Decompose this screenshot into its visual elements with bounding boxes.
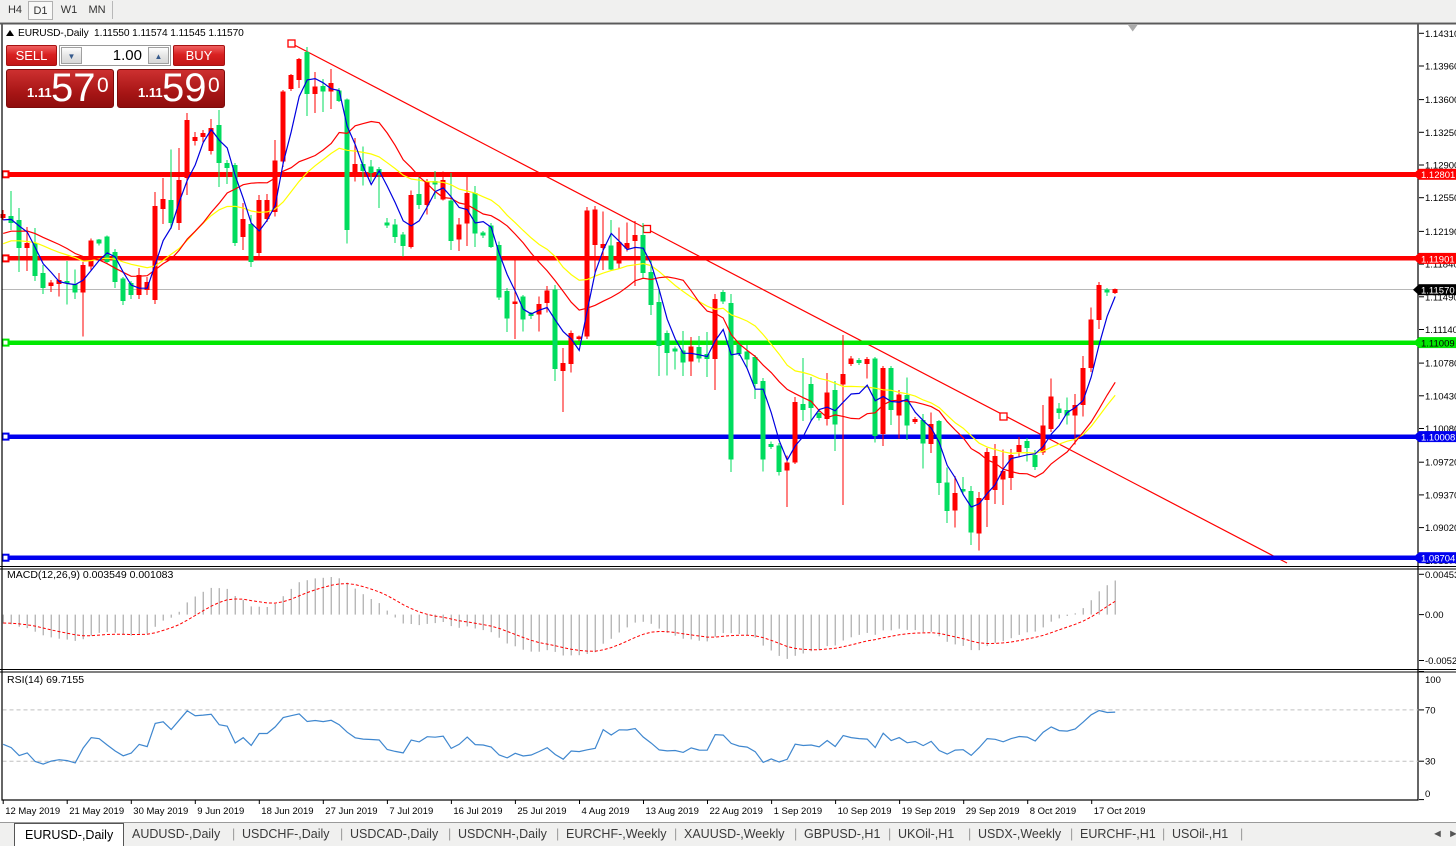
svg-text:0: 0 <box>1425 789 1430 800</box>
svg-text:1.12550: 1.12550 <box>1425 193 1456 204</box>
svg-text:1.09720: 1.09720 <box>1425 458 1456 469</box>
svg-text:1.10080: 1.10080 <box>1425 424 1456 435</box>
svg-text:9 Jun 2019: 9 Jun 2019 <box>197 806 244 817</box>
svg-text:0.00453: 0.00453 <box>1425 570 1456 581</box>
svg-text:7 Jul 2019: 7 Jul 2019 <box>389 806 433 817</box>
svg-text:19 Sep 2019: 19 Sep 2019 <box>902 806 956 817</box>
svg-text:12 May 2019: 12 May 2019 <box>5 806 60 817</box>
svg-text:1.09020: 1.09020 <box>1425 523 1456 534</box>
svg-text:1.13600: 1.13600 <box>1425 95 1456 106</box>
svg-text:1.11901: 1.11901 <box>1421 254 1455 265</box>
svg-text:-0.00520: -0.00520 <box>1425 656 1456 667</box>
svg-text:1.10008: 1.10008 <box>1421 433 1455 444</box>
svg-text:1.10430: 1.10430 <box>1425 391 1456 402</box>
svg-text:21 May 2019: 21 May 2019 <box>69 806 124 817</box>
svg-text:1.12190: 1.12190 <box>1425 227 1456 238</box>
svg-text:1.08704: 1.08704 <box>1421 554 1455 565</box>
svg-text:30: 30 <box>1425 757 1436 768</box>
svg-text:1.12801: 1.12801 <box>1421 170 1455 181</box>
svg-text:1.11840: 1.11840 <box>1425 260 1456 271</box>
svg-text:17 Oct 2019: 17 Oct 2019 <box>1094 806 1146 817</box>
svg-text:29 Sep 2019: 29 Sep 2019 <box>966 806 1020 817</box>
svg-text:10 Sep 2019: 10 Sep 2019 <box>838 806 892 817</box>
svg-text:1.11140: 1.11140 <box>1425 325 1456 336</box>
svg-text:8 Oct 2019: 8 Oct 2019 <box>1030 806 1076 817</box>
svg-text:1.11009: 1.11009 <box>1421 339 1455 350</box>
svg-text:27 Jun 2019: 27 Jun 2019 <box>325 806 377 817</box>
svg-text:18 Jun 2019: 18 Jun 2019 <box>261 806 313 817</box>
svg-text:13 Aug 2019: 13 Aug 2019 <box>646 806 699 817</box>
svg-text:22 Aug 2019: 22 Aug 2019 <box>710 806 763 817</box>
svg-text:100: 100 <box>1425 675 1441 686</box>
svg-text:70: 70 <box>1425 705 1436 716</box>
svg-text:1.13960: 1.13960 <box>1425 62 1456 73</box>
svg-text:1.10780: 1.10780 <box>1425 359 1456 370</box>
svg-text:0.00: 0.00 <box>1425 610 1444 621</box>
svg-text:1 Sep 2019: 1 Sep 2019 <box>774 806 823 817</box>
svg-text:4 Aug 2019: 4 Aug 2019 <box>582 806 630 817</box>
svg-text:1.11490: 1.11490 <box>1425 292 1456 303</box>
svg-text:1.11570: 1.11570 <box>1421 286 1455 297</box>
svg-text:30 May 2019: 30 May 2019 <box>133 806 188 817</box>
svg-text:25 Jul 2019: 25 Jul 2019 <box>517 806 566 817</box>
svg-text:16 Jul 2019: 16 Jul 2019 <box>453 806 502 817</box>
svg-text:1.14310: 1.14310 <box>1425 29 1456 40</box>
svg-text:1.09370: 1.09370 <box>1425 490 1456 501</box>
svg-text:1.13250: 1.13250 <box>1425 128 1456 139</box>
svg-text:1.12900: 1.12900 <box>1425 161 1456 172</box>
